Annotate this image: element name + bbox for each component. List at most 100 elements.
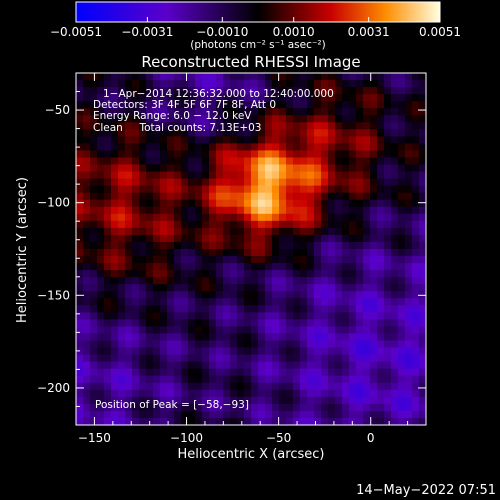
heatmap-cell [195,227,203,236]
heatmap-cell [83,220,91,229]
heatmap-cell [223,319,231,328]
heatmap-cell [118,234,126,243]
heatmap-cell [195,178,203,187]
heatmap-cell [405,171,413,180]
heatmap-cell [405,185,413,194]
heatmap-cell [237,284,245,292]
heatmap-cell [223,115,231,123]
heatmap-cell [321,94,329,102]
heatmap-cell [335,157,343,166]
heatmap-cell [125,270,133,278]
heatmap-cell [90,234,98,243]
heatmap-cell [181,101,189,109]
heatmap-cell [188,136,196,144]
heatmap-cell [286,410,294,419]
heatmap-cell [349,157,357,166]
heatmap-cell [258,115,266,123]
heatmap-cell [370,108,378,116]
heatmap-cell [377,178,385,187]
heatmap-cell [125,305,133,313]
heatmap-cell [83,277,91,285]
heatmap-cell [356,298,364,306]
heatmap-cell [300,136,308,144]
heatmap-cell [216,277,224,285]
heatmap-cell [342,368,350,377]
heatmap-cell [167,417,175,425]
heatmap-cell [300,101,308,109]
heatmap-cell [272,143,280,152]
heatmap-cell [391,178,399,187]
heatmap-cell [265,129,273,137]
heatmap-cell [370,389,378,398]
heatmap-cell [125,410,133,419]
heatmap-cell [90,94,98,102]
heatmap-cell [139,157,147,166]
heatmap-cell [349,361,357,370]
heatmap-cell [237,375,245,384]
heatmap-cell [377,382,385,391]
heatmap-cell [398,270,406,278]
heatmap-cell [230,298,238,306]
heatmap-cell [258,319,266,328]
heatmap-cell [132,80,140,88]
heatmap-cell [356,333,364,342]
heatmap-cell [139,417,147,425]
heatmap-cell [398,220,406,229]
heatmap-cell [125,164,133,173]
heatmap-cell [125,326,133,335]
heatmap-cell [363,122,371,130]
heatmap-cell [370,347,378,356]
heatmap-cell [223,87,231,95]
heatmap-cell [258,382,266,391]
heatmap-cell [272,382,280,391]
heatmap-cell [286,73,294,81]
heatmap-cell [398,108,406,116]
heatmap-cell [76,101,84,109]
heatmap-cell [146,375,154,384]
heatmap-cell [174,87,182,95]
heatmap-cell [90,256,98,264]
heatmap-cell [209,389,217,398]
heatmap-cell [258,284,266,292]
heatmap-cell [265,347,273,356]
heatmap-cell [321,171,329,180]
heatmap-cell [398,192,406,201]
heatmap-cell [286,326,294,335]
heatmap-cell [167,108,175,116]
heatmap-cell [356,227,364,236]
heatmap-cell [300,354,308,363]
heatmap-cell [279,291,287,299]
heatmap-cell [356,241,364,250]
heatmap-cell [83,347,91,356]
heatmap-cell [293,199,301,208]
heatmap-cell [146,129,154,137]
heatmap-cell [244,375,252,384]
heatmap-cell [251,213,259,222]
heatmap-cell [349,410,357,419]
heatmap-cell [342,164,350,173]
heatmap-cell [314,403,322,412]
heatmap-cell [279,277,287,285]
heatmap-cell [349,241,357,250]
heatmap-cell [174,164,182,173]
heatmap-cell [335,249,343,257]
heatmap-cell [321,220,329,229]
heatmap-cell [286,298,294,306]
heatmap-cell [265,312,273,320]
heatmap-cell [174,277,182,285]
heatmap-cell [216,178,224,187]
heatmap-cell [314,136,322,144]
heatmap-cell [90,333,98,342]
heatmap-cell [265,213,273,222]
heatmap-cell [216,312,224,320]
heatmap-cell [146,164,154,173]
heatmap-cell [335,361,343,370]
heatmap-cell [293,389,301,398]
heatmap-cell [356,368,364,377]
heatmap-cell [272,241,280,250]
heatmap-cell [195,213,203,222]
heatmap-cell [321,199,329,208]
heatmap-cell [419,80,426,88]
heatmap-cell [314,192,322,201]
heatmap-cell [195,234,203,243]
